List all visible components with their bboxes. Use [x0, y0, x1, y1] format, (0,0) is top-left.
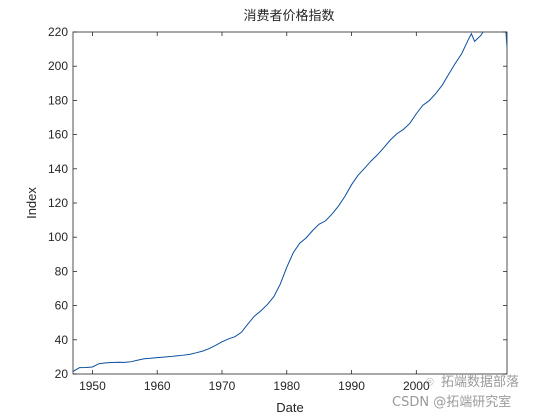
y-tick-label: 120 [48, 196, 68, 210]
y-tick-label: 180 [48, 93, 68, 107]
x-axis: 1950 1960 1970 1980 1990 2000 [79, 32, 430, 393]
y-tick-label: 220 [48, 25, 68, 39]
y-axis-label: Index [24, 187, 39, 219]
y-tick-label: 60 [55, 299, 69, 313]
y-tick-label: 20 [55, 367, 69, 381]
x-tick-label: 1990 [338, 379, 365, 393]
watermark: ⌾ 拓端数据部落 CSDN @拓端研究室 [392, 375, 519, 410]
watermark-icon: ⌾ [426, 375, 434, 390]
y-tick-label: 140 [48, 162, 68, 176]
chart-title: 消费者价格指数 [243, 8, 334, 24]
series-line [73, 32, 507, 372]
watermark-text-top: 拓端数据部落 [441, 375, 519, 390]
y-tick-label: 160 [48, 128, 68, 142]
x-tick-label: 1950 [79, 379, 106, 393]
y-axis: 20 40 60 80 100 120 140 160 180 200 220 [48, 25, 507, 381]
x-axis-label: Date [276, 400, 303, 415]
series-layer [73, 32, 507, 372]
y-tick-label: 40 [55, 333, 69, 347]
watermark-text-bottom: CSDN @拓端研究室 [392, 394, 511, 410]
plot-area [72, 31, 508, 375]
x-tick-label: 1980 [273, 379, 300, 393]
y-tick-label: 100 [48, 230, 68, 244]
y-tick-label: 200 [48, 59, 68, 73]
x-tick-label: 2000 [403, 379, 430, 393]
y-tick-label: 80 [55, 264, 69, 278]
x-tick-label: 1960 [144, 379, 171, 393]
x-tick-label: 1970 [209, 379, 236, 393]
